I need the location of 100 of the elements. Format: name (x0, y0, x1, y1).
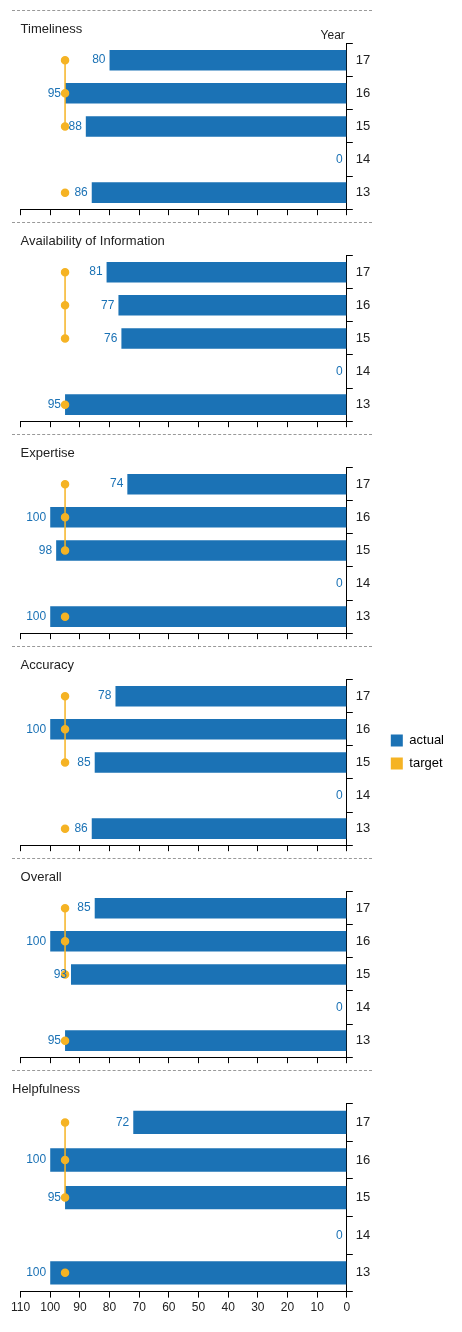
bar (65, 83, 347, 104)
data-label: 0 (336, 363, 344, 378)
x-tick-label: 60 (162, 1300, 176, 1315)
y-tick-label: 15 (355, 965, 371, 981)
data-label: 95 (47, 396, 62, 411)
y-tick-label: 14 (355, 787, 371, 803)
data-label: 100 (26, 509, 47, 524)
y-tick-label: 14 (355, 1226, 371, 1242)
x-tick-label: 110 (11, 1300, 31, 1315)
y-tick-label: 16 (355, 296, 371, 312)
x-tick-label: 100 (40, 1300, 61, 1315)
x-tick-label: 20 (280, 1300, 295, 1315)
data-label: 95 (47, 1032, 62, 1047)
y-tick-label: 15 (355, 329, 371, 345)
data-label: 100 (26, 721, 47, 736)
y-tick-label: 15 (355, 117, 371, 133)
x-tick-label: 30 (251, 1300, 265, 1315)
chart-title: Overall (20, 869, 62, 885)
y-tick-label: 14 (355, 575, 371, 591)
x-tick-label: 0 (343, 1300, 351, 1315)
x-tick-label: 50 (191, 1300, 206, 1315)
data-label: 78 (98, 688, 112, 703)
y-tick-label: 14 (355, 363, 371, 379)
data-label: 100 (26, 1152, 47, 1167)
data-label: 77 (101, 297, 115, 312)
data-label: 0 (336, 787, 344, 802)
data-label: 88 (68, 118, 83, 133)
y-tick-label: 16 (355, 508, 371, 524)
data-label: 100 (26, 608, 47, 623)
data-label: 86 (74, 820, 89, 835)
y-tick-label: 17 (355, 263, 371, 279)
y-tick-label: 15 (355, 541, 371, 557)
x-tick-label: 40 (221, 1300, 236, 1315)
legend-label: actual (409, 732, 445, 748)
bar (70, 964, 347, 985)
data-label: 95 (47, 85, 62, 100)
bar (91, 818, 347, 839)
data-label: 85 (77, 900, 92, 915)
y-tick-label: 16 (355, 932, 371, 948)
data-label: 100 (26, 933, 47, 948)
data-label: 76 (104, 330, 118, 345)
y-axis-title: Year (320, 27, 345, 42)
data-label: 0 (336, 575, 344, 590)
data-label: 74 (109, 476, 124, 491)
y-tick-label: 13 (355, 820, 371, 836)
chart-title: Helpfulness (12, 1081, 81, 1097)
bar (50, 719, 347, 740)
data-label: 72 (115, 1114, 130, 1129)
data-label: 95 (47, 1189, 62, 1204)
bar (65, 394, 347, 415)
y-tick-label: 13 (355, 1032, 371, 1048)
data-label: 98 (38, 542, 53, 557)
bar (85, 116, 347, 137)
y-tick-label: 15 (355, 1189, 371, 1205)
bar (65, 1185, 347, 1210)
bar (106, 261, 347, 283)
data-label: 0 (336, 1227, 344, 1242)
x-tick-label: 90 (73, 1300, 87, 1315)
chart-title: Expertise (20, 445, 75, 461)
y-tick-label: 16 (355, 1151, 371, 1167)
bar (115, 685, 347, 707)
data-label: 80 (92, 52, 106, 67)
x-tick-label: 80 (102, 1300, 117, 1315)
y-tick-label: 17 (355, 899, 371, 915)
bar (133, 1110, 347, 1135)
y-tick-label: 16 (355, 720, 371, 736)
bar (109, 49, 347, 71)
chart-title: Timeliness (20, 21, 83, 37)
x-tick-label: 70 (132, 1300, 147, 1315)
data-label: 0 (336, 151, 344, 166)
y-tick-label: 17 (355, 1113, 371, 1129)
bar (94, 752, 347, 773)
bar (121, 328, 347, 349)
bar (65, 1030, 347, 1051)
y-tick-label: 17 (355, 51, 371, 67)
legend-label: target (409, 755, 443, 771)
bar (94, 897, 347, 919)
x-tick-label: 10 (310, 1300, 325, 1315)
bar (50, 1148, 347, 1172)
bar (118, 295, 347, 316)
data-label: 86 (74, 184, 89, 199)
y-tick-label: 14 (355, 151, 371, 167)
y-tick-label: 13 (355, 396, 371, 412)
data-label: 85 (77, 754, 92, 769)
y-tick-label: 13 (355, 1264, 371, 1280)
bar (91, 182, 347, 203)
y-tick-label: 13 (355, 184, 371, 200)
bar (50, 1261, 347, 1285)
y-tick-label: 17 (355, 475, 371, 491)
y-tick-label: 15 (355, 753, 371, 769)
y-tick-label: 14 (355, 999, 371, 1015)
y-tick-label: 13 (355, 608, 371, 624)
bar (50, 931, 347, 952)
y-tick-label: 16 (355, 84, 371, 100)
chart-title: Availability of Information (20, 233, 165, 249)
data-label: 81 (89, 264, 103, 279)
y-tick-label: 17 (355, 687, 371, 703)
data-label: 100 (26, 1265, 47, 1280)
chart-title: Accuracy (20, 657, 75, 673)
data-label: 0 (336, 999, 344, 1014)
